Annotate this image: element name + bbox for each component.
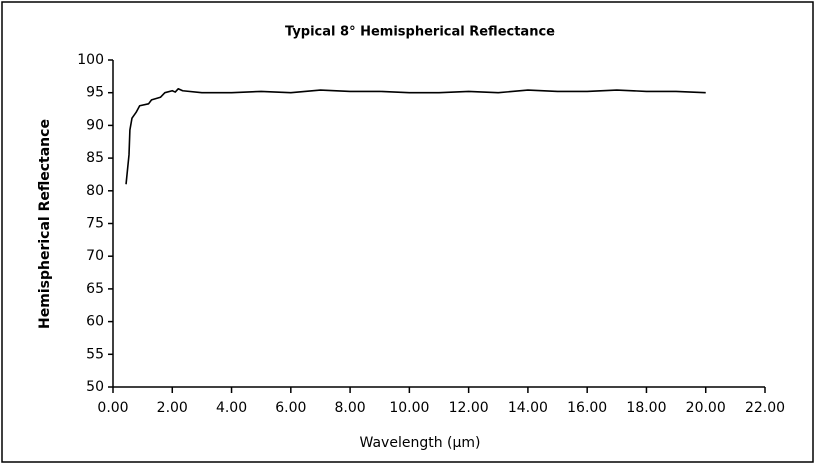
x-tick-label: 14.00 (508, 400, 548, 416)
x-tick-label: 20.00 (686, 400, 726, 416)
x-tick-label: 6.00 (275, 400, 306, 416)
y-tick-label: 65 (86, 281, 104, 297)
x-tick-label: 0.00 (97, 400, 128, 416)
x-tick-label: 22.00 (745, 400, 785, 416)
y-tick-label: 60 (86, 314, 104, 330)
y-tick-label: 55 (86, 346, 104, 362)
y-tick-label: 75 (86, 216, 104, 232)
y-tick-label: 100 (77, 52, 104, 68)
y-tick-label: 95 (86, 85, 104, 101)
data-line (125, 87, 706, 185)
x-tick-label: 8.00 (335, 400, 366, 416)
x-tick-label: 18.00 (626, 400, 666, 416)
x-tick-label: 4.00 (216, 400, 247, 416)
x-tick-label: 16.00 (567, 400, 607, 416)
y-tick-label: 90 (86, 117, 104, 133)
y-axis-label: Hemispherical Reflectance (37, 119, 53, 329)
y-tick-label: 80 (86, 183, 104, 199)
y-tick-label: 85 (86, 150, 104, 166)
x-tick-label: 10.00 (389, 400, 429, 416)
chart-title: Typical 8° Hemispherical Reflectance (285, 25, 555, 40)
x-axis-label: Wavelength (µm) (360, 435, 481, 451)
y-tick-label: 70 (86, 248, 104, 264)
y-tick-label: 50 (86, 379, 104, 395)
x-tick-label: 2.00 (157, 400, 188, 416)
x-tick-label: 12.00 (449, 400, 489, 416)
